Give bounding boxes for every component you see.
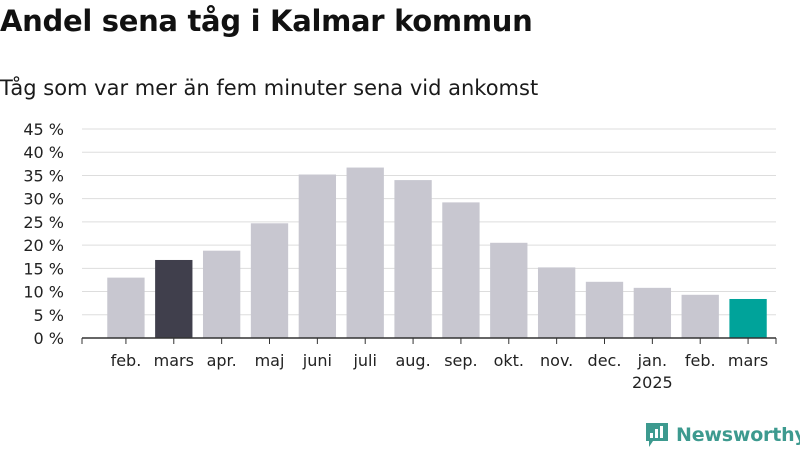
bar [729, 298, 767, 338]
x-tick-label: maj [255, 351, 285, 370]
bar [537, 267, 576, 338]
bar [633, 287, 672, 338]
newsworthy-logo-icon [646, 423, 668, 447]
y-tick-label: 15 % [23, 259, 64, 278]
chart-title: Andel sena tåg i Kalmar kommun [0, 4, 533, 38]
x-tick-label: juni [302, 351, 332, 370]
bar [202, 250, 241, 338]
bar [107, 277, 145, 338]
chart-subtitle: Tåg som var mer än fem minuter sena vid … [0, 76, 539, 100]
bar [394, 180, 432, 338]
y-tick-label: 25 % [23, 213, 64, 232]
x-tick-label: mars [728, 351, 768, 370]
y-tick-label: 20 % [23, 236, 64, 255]
x-tick-label: aug. [395, 351, 430, 370]
y-tick-label: 35 % [23, 166, 64, 185]
x-tick-label: juli [352, 351, 376, 370]
bar [442, 202, 480, 338]
bar [298, 174, 337, 338]
y-tick-label: 0 % [34, 329, 64, 348]
y-tick-label: 30 % [23, 190, 64, 209]
y-tick-label: 40 % [23, 143, 64, 162]
y-tick-label: 10 % [23, 283, 64, 302]
x-tick-label: feb. [111, 351, 142, 370]
bar [585, 281, 624, 338]
bar [250, 223, 289, 338]
brand-name: Newsworthy [676, 424, 800, 446]
bar [155, 259, 193, 338]
x-tick-label: mars [154, 351, 194, 370]
y-tick-label: 45 % [23, 120, 64, 139]
y-tick-label: 5 % [34, 306, 64, 325]
x-tick-label: jan. [637, 351, 667, 370]
x-tick-label: feb. [685, 351, 716, 370]
x-tick-label: apr. [207, 351, 237, 370]
newsworthy-logo: Newsworthy [644, 421, 800, 449]
x-tick-label: sep. [444, 351, 477, 370]
x-tick-sublabel: 2025 [632, 373, 673, 392]
x-tick-label: dec. [588, 351, 622, 370]
bar [346, 167, 384, 338]
x-tick-label: okt. [494, 351, 524, 370]
bar [490, 242, 528, 338]
bar [681, 294, 719, 338]
x-tick-label: nov. [540, 351, 573, 370]
